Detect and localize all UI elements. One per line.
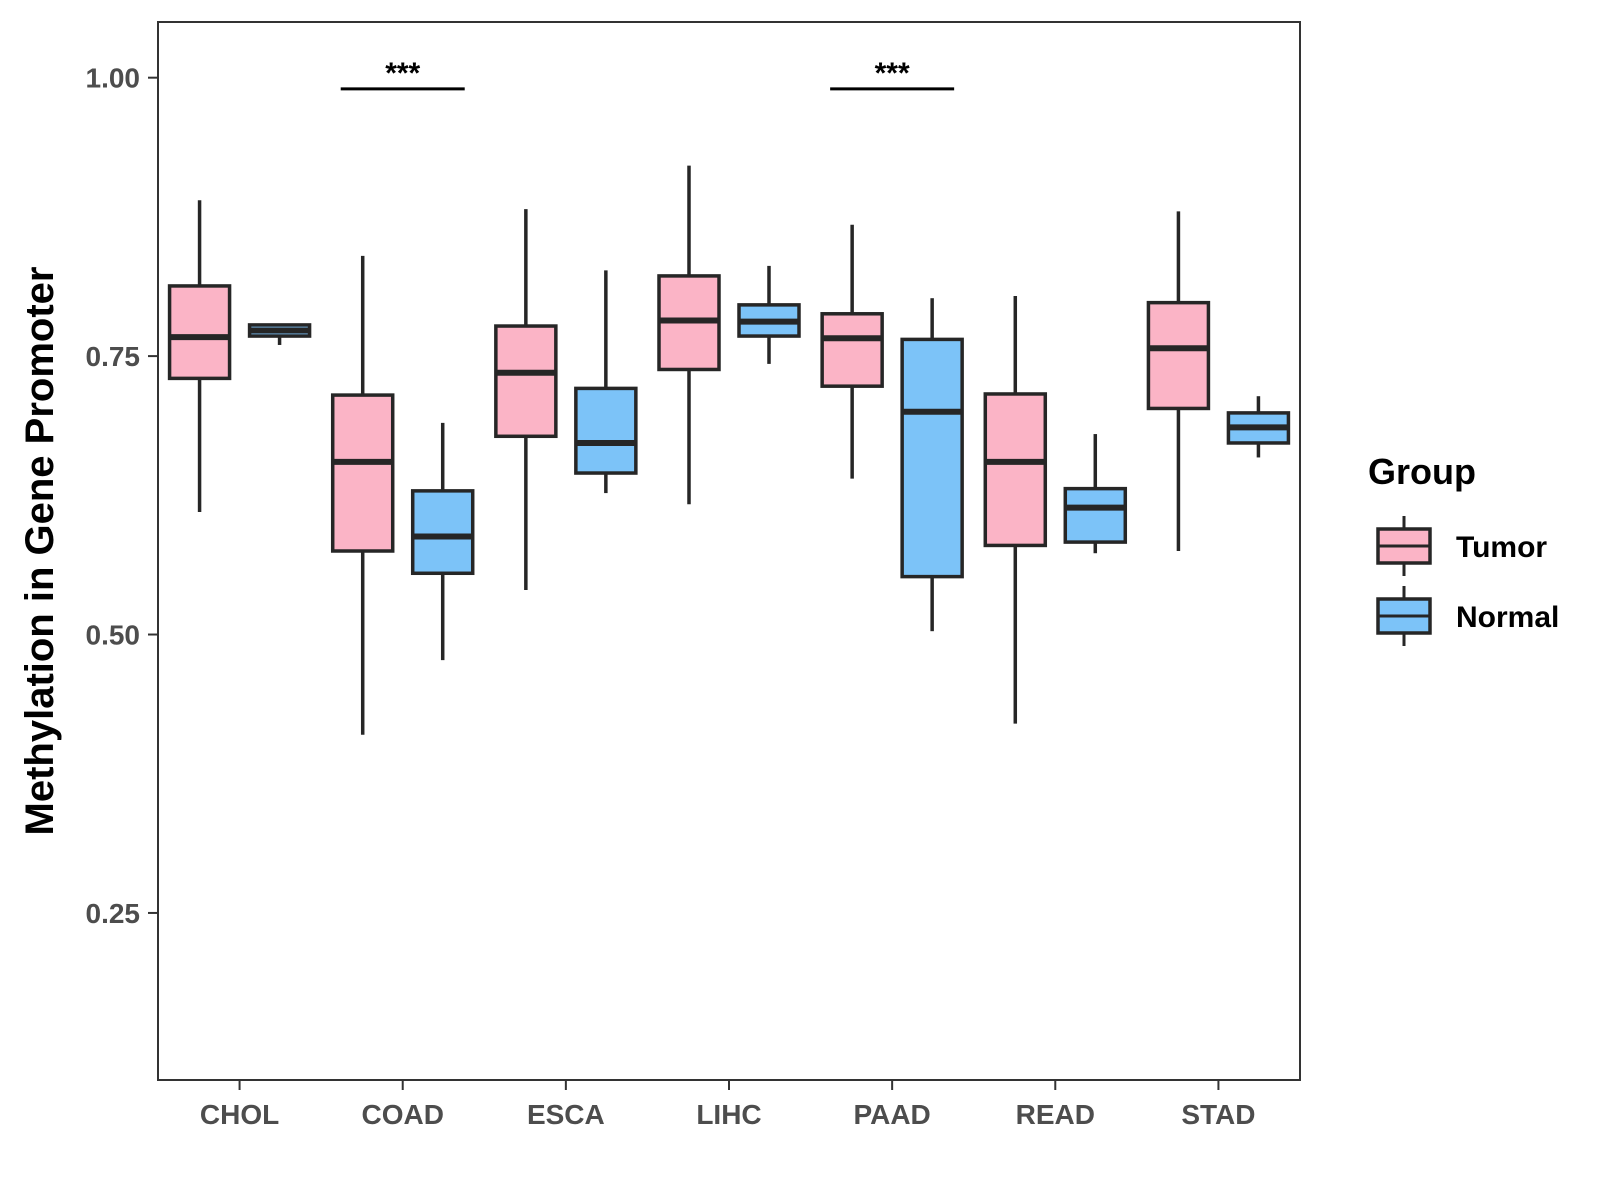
x-tick-label-esca: ESCA [527,1099,605,1130]
box-tumor-read [983,392,1048,548]
significance-label-paad: *** [875,57,910,90]
x-tick-label-paad: PAAD [854,1099,931,1130]
x-tick-label-stad: STAD [1181,1099,1255,1130]
box-tumor-coad [330,393,395,553]
box-normal-esca [574,386,638,475]
significance-label-coad: *** [385,57,420,90]
y-axis-title: Methylation in Gene Promoter [18,267,62,836]
box-tumor-chol [167,284,232,381]
box-normal-coad [410,489,475,576]
y-tick-label: 0.50 [86,620,141,651]
legend-label-normal: Normal [1456,601,1559,634]
box-tumor-esca [494,324,558,439]
box-normal-read [1063,486,1128,544]
box-tumor-paad [820,312,884,388]
box-tumor-stad [1146,300,1211,411]
y-tick-label: 0.25 [86,898,141,929]
x-tick-label-coad: COAD [361,1099,443,1130]
x-tick-label-read: READ [1016,1099,1095,1130]
legend-label-tumor: Tumor [1456,531,1547,564]
y-tick-label: 1.00 [86,63,141,94]
plot-panel-border [157,21,1301,1081]
y-tick-label: 0.75 [86,341,141,372]
x-tick-label-lihc: LIHC [696,1099,761,1130]
legend-title: Group [1368,451,1476,492]
x-tick-label-chol: CHOL [200,1099,279,1130]
box-normal-paad [900,337,964,579]
